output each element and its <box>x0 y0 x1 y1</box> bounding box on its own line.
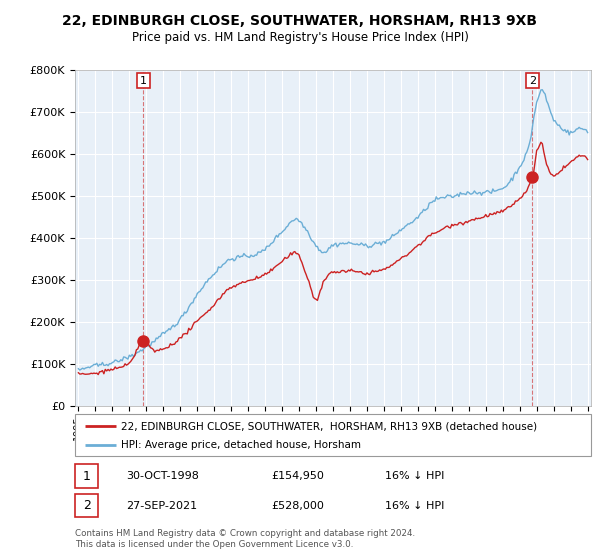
Text: £528,000: £528,000 <box>271 501 324 511</box>
Bar <box>75 464 98 488</box>
Text: 16% ↓ HPI: 16% ↓ HPI <box>385 471 444 481</box>
Text: 1: 1 <box>140 76 147 86</box>
Text: 2: 2 <box>83 499 91 512</box>
Text: 1: 1 <box>83 470 91 483</box>
Text: 22, EDINBURGH CLOSE, SOUTHWATER, HORSHAM, RH13 9XB: 22, EDINBURGH CLOSE, SOUTHWATER, HORSHAM… <box>62 14 538 28</box>
Text: Price paid vs. HM Land Registry's House Price Index (HPI): Price paid vs. HM Land Registry's House … <box>131 31 469 44</box>
Text: HPI: Average price, detached house, Horsham: HPI: Average price, detached house, Hors… <box>121 440 361 450</box>
Text: £154,950: £154,950 <box>271 471 324 481</box>
Text: Contains HM Land Registry data © Crown copyright and database right 2024.
This d: Contains HM Land Registry data © Crown c… <box>75 529 415 549</box>
Text: 27-SEP-2021: 27-SEP-2021 <box>127 501 198 511</box>
Text: 22, EDINBURGH CLOSE, SOUTHWATER,  HORSHAM, RH13 9XB (detached house): 22, EDINBURGH CLOSE, SOUTHWATER, HORSHAM… <box>121 421 538 431</box>
Text: 30-OCT-1998: 30-OCT-1998 <box>127 471 199 481</box>
Text: 2: 2 <box>529 76 536 86</box>
Text: 16% ↓ HPI: 16% ↓ HPI <box>385 501 444 511</box>
Bar <box>75 494 98 517</box>
